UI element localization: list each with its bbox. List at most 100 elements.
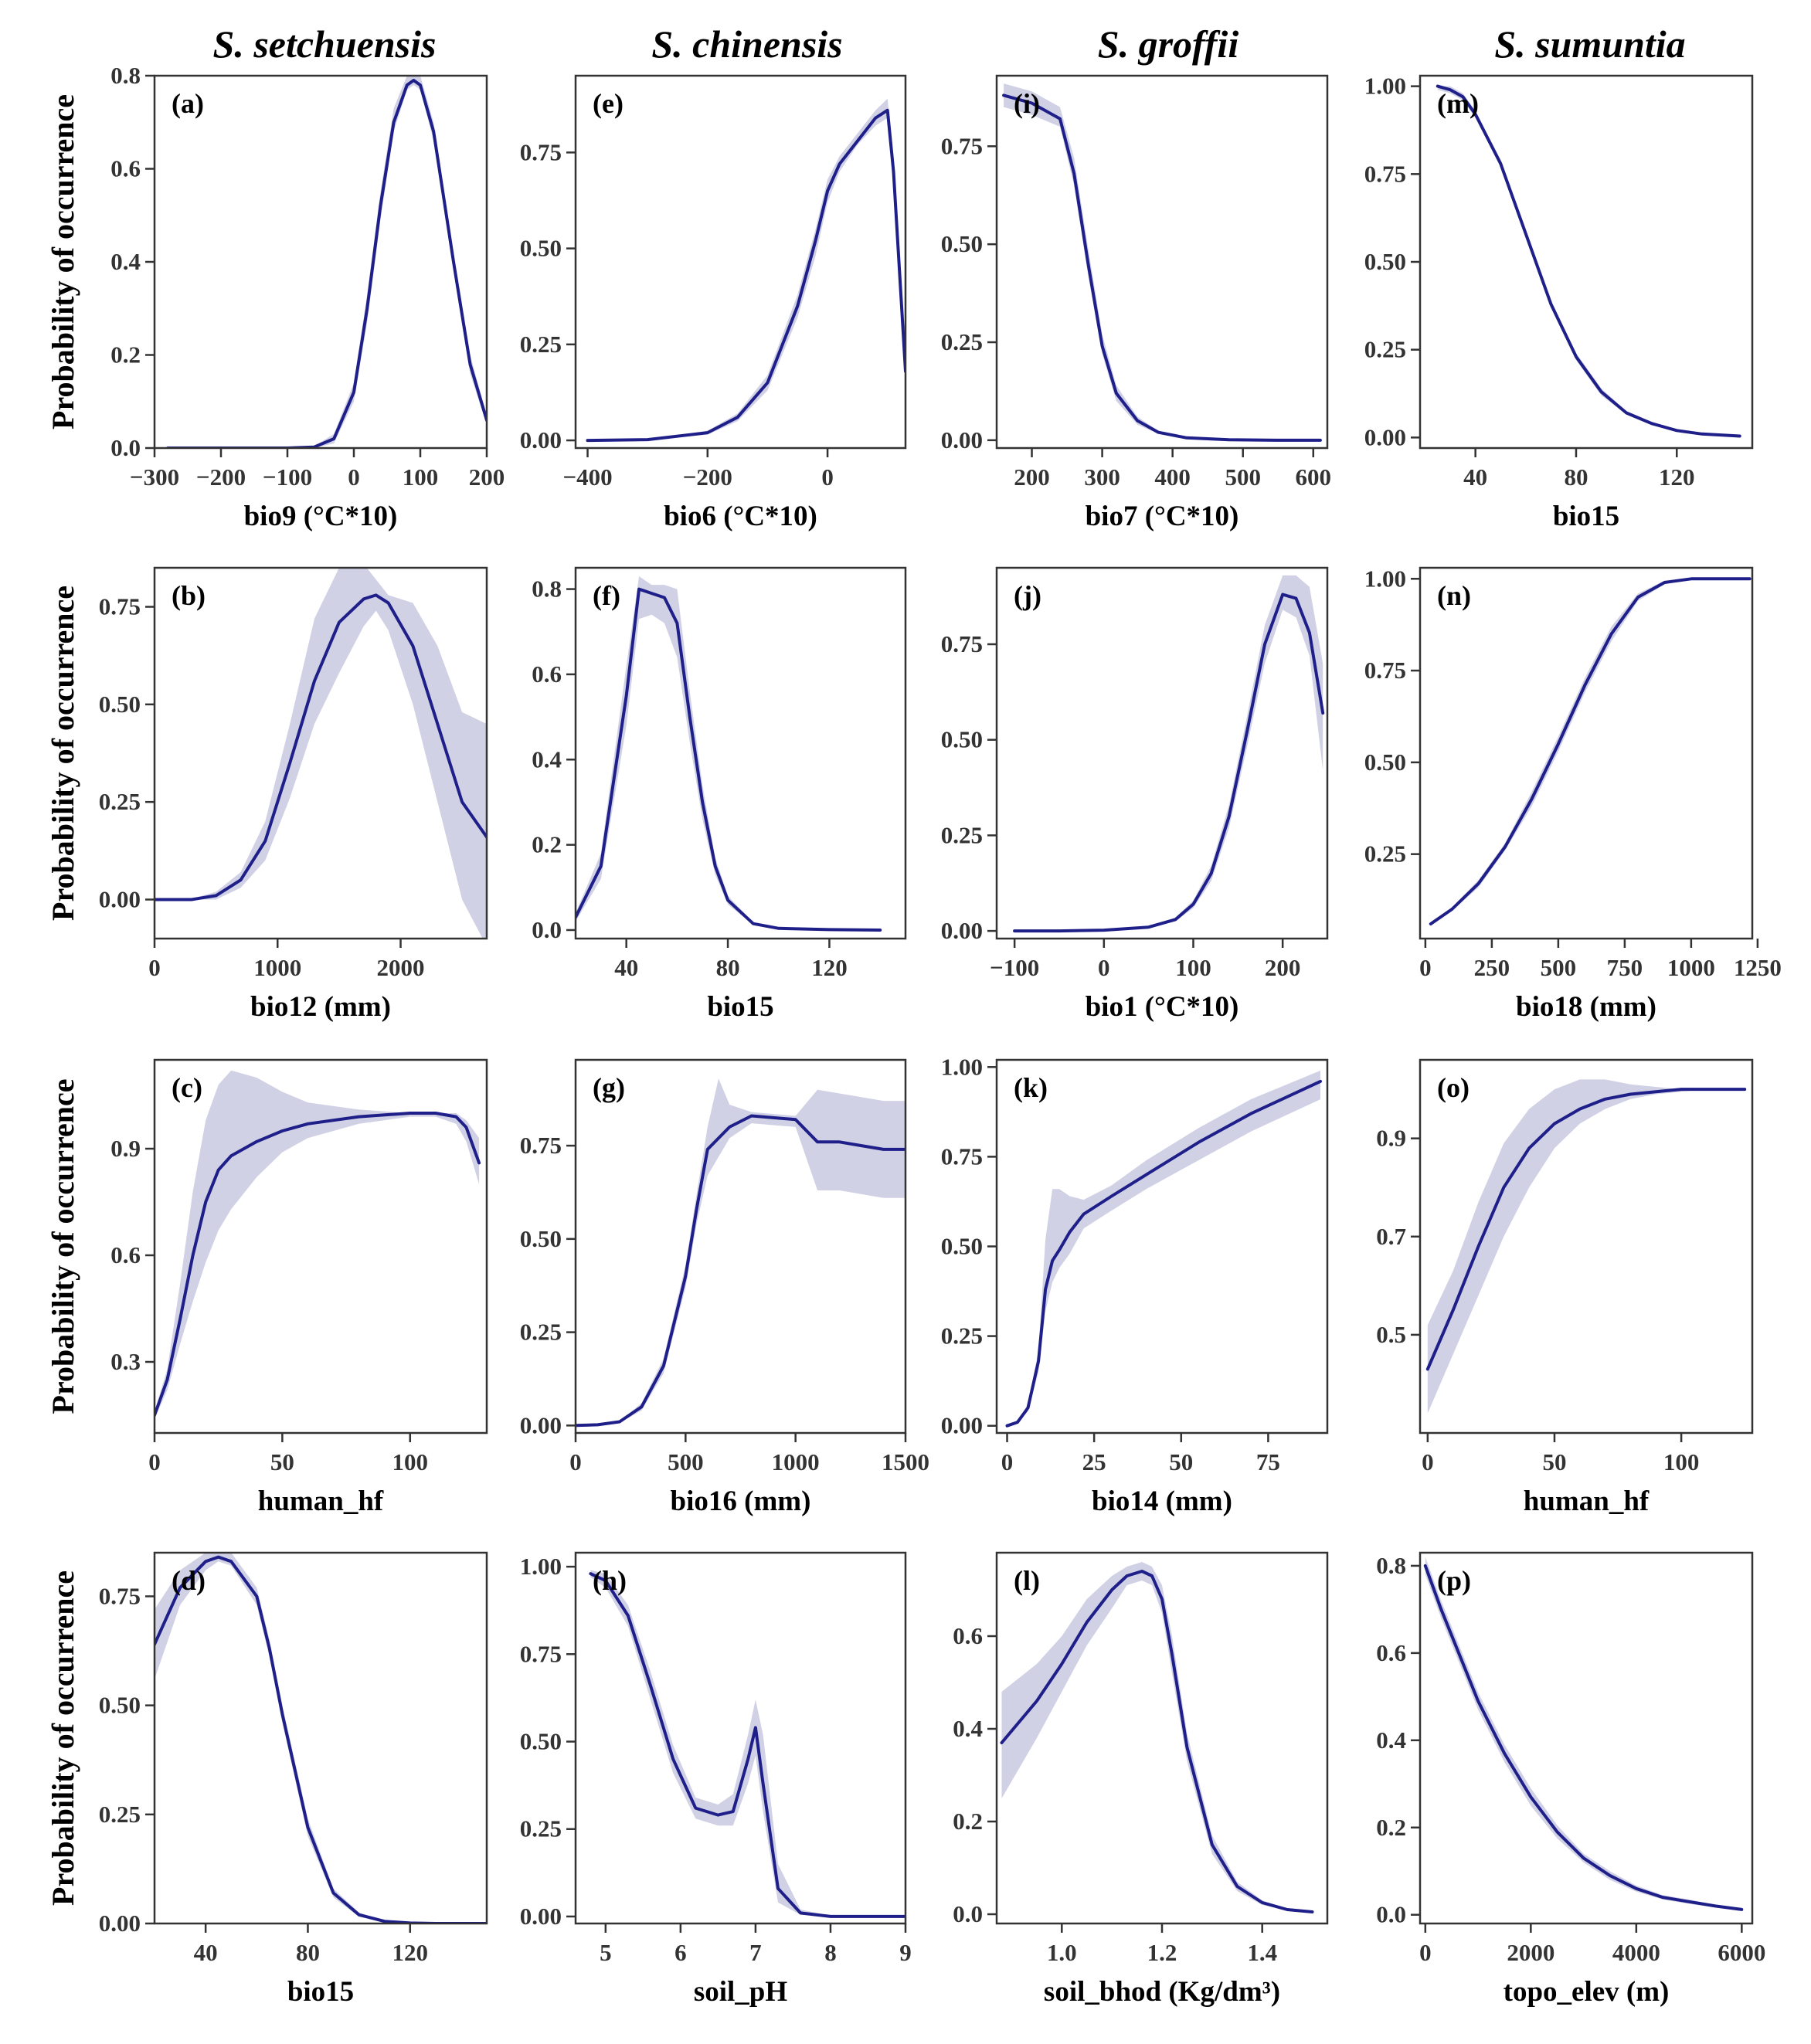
x-tick-label-c: 100 [392, 1448, 429, 1475]
confidence-band-o [1427, 1079, 1745, 1414]
plot-frame-e [574, 74, 907, 450]
y-tick-label-l: 0.4 [953, 1715, 983, 1742]
x-tick-label-p: 4000 [1612, 1939, 1660, 1966]
panel-e: −400 −200 0 0.00 0.25 0.50 0.75 (e) bio6 (°C*10) [520, 74, 907, 532]
y-tick-label-f: 0.8 [532, 576, 562, 603]
y-tick-label-j: 0.25 [941, 821, 983, 848]
x-tick-label-c: 0 [148, 1448, 161, 1475]
confidence-band-g [576, 1078, 906, 1426]
y-tick-label-i: 0.25 [941, 328, 983, 355]
x-axis-label-l: soil_bhod (Kg/dm³) [1044, 1976, 1280, 2008]
panel-label-l: (l) [1014, 1565, 1040, 1596]
confidence-band-d [155, 1553, 487, 1923]
confidence-band-i [1004, 83, 1320, 440]
y-tick-label-n: 1.00 [1364, 565, 1406, 592]
x-tick-label-f: 120 [811, 954, 848, 981]
panel-o: 0 50 100 0.5 0.7 0.9 (o) human_hf [1376, 1058, 1754, 1517]
plot-frame-a [153, 74, 488, 450]
panel-n: 0 250 500 750 1000 1250 0.25 0.50 0.75 1.00 (n) bio… [1364, 565, 1782, 1023]
x-tick-label-h: 7 [749, 1939, 762, 1966]
y-tick-label-p: 0.2 [1376, 1814, 1406, 1841]
y-tick-label-a: 0.2 [110, 341, 141, 368]
x-tick-label-a: −300 [130, 463, 179, 491]
y-tick-label-g: 0.25 [520, 1319, 562, 1346]
x-tick-label-e: −400 [562, 463, 612, 491]
response-curve-f [576, 587, 882, 932]
y-tick-label-j: 0.75 [941, 630, 983, 657]
x-tick-label-k: 75 [1256, 1448, 1280, 1475]
x-tick-label-a: −100 [263, 463, 312, 491]
x-tick-label-m: 40 [1463, 463, 1487, 491]
response-curve-e [586, 108, 906, 443]
y-tick-label-k: 0.00 [941, 1412, 983, 1439]
y-tick-label-b: 0.50 [99, 691, 141, 718]
panel-f: 40 80 120 0.0 0.2 0.4 0.6 0.8 (f) bio15 [532, 566, 907, 1023]
panel-m: 40 80 120 0.00 0.25 0.50 0.75 1.00 (m) bio15 [1364, 73, 1754, 532]
confidence-band-k [1007, 1070, 1320, 1426]
plot-frame-i [995, 74, 1329, 450]
x-tick-label-j: 0 [1098, 954, 1110, 981]
panel-label-n: (n) [1437, 580, 1471, 611]
x-tick-label-m: 80 [1564, 463, 1588, 491]
y-tick-label-h: 0.50 [520, 1728, 562, 1755]
x-tick-label-i: 200 [1014, 463, 1050, 491]
x-axis-label-f: bio15 [707, 991, 773, 1023]
x-tick-label-e: 0 [821, 463, 834, 491]
panel-label-h: (h) [593, 1565, 627, 1596]
response-curve-o [1425, 1088, 1747, 1371]
plot-frame-p [1419, 1551, 1754, 1925]
y-tick-label-a: 0.8 [110, 62, 141, 89]
panel-label-e: (e) [593, 88, 623, 119]
y-tick-label-m: 0.00 [1364, 423, 1406, 450]
x-tick-label-b: 0 [148, 954, 161, 981]
x-tick-label-m: 120 [1659, 463, 1695, 491]
x-tick-label-l: 1.4 [1247, 1939, 1277, 1966]
confidence-band-l [1001, 1562, 1313, 1913]
x-tick-label-c: 50 [270, 1448, 294, 1475]
panel-label-f: (f) [593, 580, 620, 611]
y-tick-label-a: 0.4 [110, 248, 141, 275]
panels: −300 −200 −100 0 100 200 0.0 0.2 0.4 0.6 0.8 (a) bio… [46, 62, 1782, 2008]
y-tick-label-g: 0.75 [520, 1132, 562, 1159]
y-axis-label-b: Probability of occurrence [46, 586, 80, 921]
x-tick-label-j: −100 [990, 954, 1039, 981]
x-axis-label-c: human_hf [258, 1485, 384, 1517]
x-axis-label-g: bio16 (mm) [671, 1485, 811, 1517]
plot-frame-g [574, 1058, 907, 1435]
y-tick-label-f: 0.0 [532, 916, 562, 943]
panel-label-g: (g) [593, 1072, 625, 1103]
panel-g: 0 500 1000 1500 0.00 0.25 0.50 0.75 (g) bio16 (mm… [520, 1058, 929, 1517]
y-tick-label-d: 0.25 [99, 1801, 141, 1828]
x-tick-label-l: 1.0 [1047, 1939, 1077, 1966]
response-curve-c [155, 1112, 481, 1417]
y-tick-label-c: 0.6 [110, 1241, 141, 1268]
x-tick-label-l: 1.2 [1147, 1939, 1177, 1966]
y-tick-label-k: 0.25 [941, 1322, 983, 1350]
panel-a: −300 −200 −100 0 100 200 0.0 0.2 0.4 0.6 0.8 (a) bio… [46, 62, 505, 532]
confidence-band-j [1014, 575, 1323, 932]
confidence-band-b [155, 568, 487, 939]
x-tick-label-n: 0 [1419, 954, 1432, 981]
y-tick-label-d: 0.50 [99, 1692, 141, 1719]
y-axis-label-c: Probability of occurrence [46, 1079, 80, 1414]
confidence-band-f [576, 576, 881, 930]
y-tick-label-p: 0.8 [1376, 1552, 1406, 1579]
response-curve-j [1013, 592, 1325, 933]
y-tick-label-l: 0.2 [953, 1808, 983, 1835]
y-tick-label-o: 0.7 [1376, 1223, 1406, 1250]
x-axis-label-d: bio15 [287, 1976, 354, 2008]
x-axis-label-n: bio18 (mm) [1516, 991, 1656, 1023]
response-curve-g [576, 1114, 906, 1428]
x-tick-label-g: 1500 [882, 1448, 929, 1475]
y-tick-label-j: 0.00 [941, 917, 983, 944]
y-tick-label-f: 0.2 [532, 831, 562, 858]
confidence-band-c [155, 1070, 480, 1419]
x-tick-label-o: 50 [1542, 1448, 1566, 1475]
x-tick-label-f: 80 [716, 954, 740, 981]
panel-b: 0 1000 2000 0.00 0.25 0.50 0.75 (b) bio12 (mm) Pr… [46, 566, 488, 1023]
y-tick-label-f: 0.4 [532, 745, 562, 772]
y-tick-label-c: 0.3 [110, 1348, 141, 1375]
panel-h: 5 6 7 8 9 0.00 0.25 0.50 0.75 1.00 (h) soil_pH [520, 1551, 912, 2008]
panel-l: 1.0 1.2 1.4 0.0 0.2 0.4 0.6 (l) soil_bhod (Kg/dm… [953, 1551, 1329, 2008]
response-curve-p [1423, 1564, 1744, 1911]
